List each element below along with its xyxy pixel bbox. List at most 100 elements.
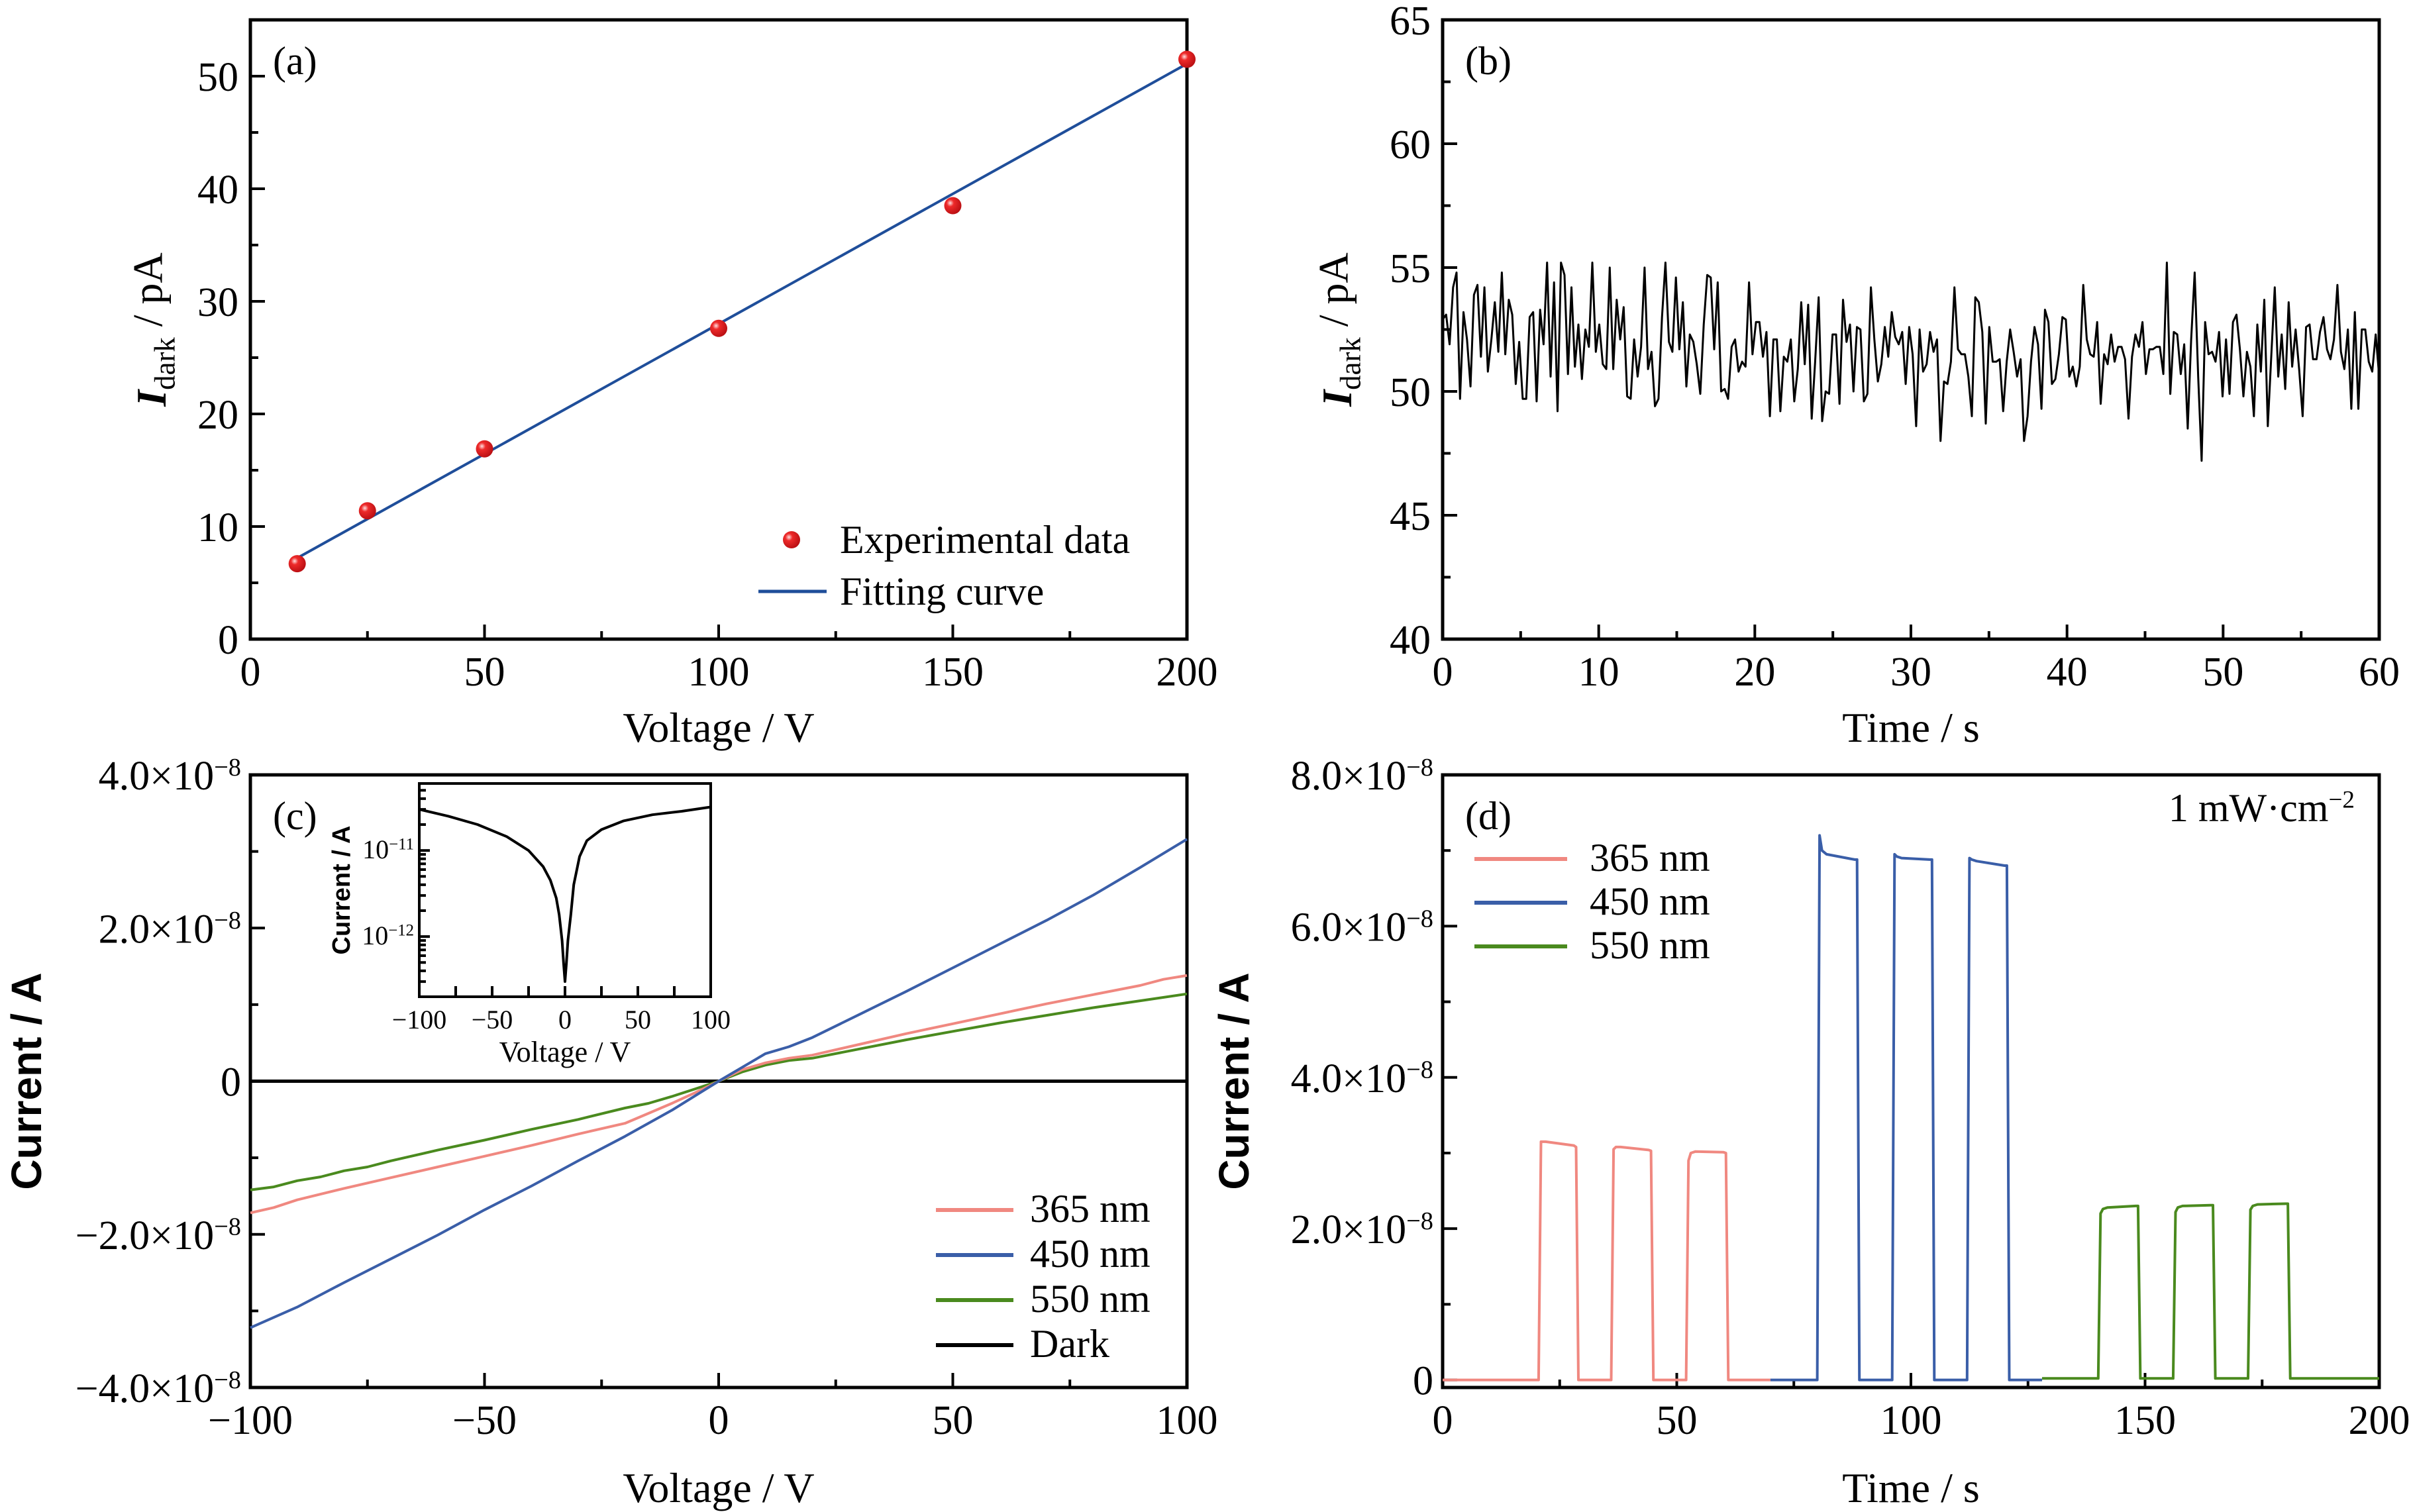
tick-exponent: −8 (214, 907, 241, 934)
inset-y-tick-label: 10−11 (362, 834, 414, 864)
panel-b-idark-vs-time: 0 10 20 30 40 50 60 40 45 50 55 60 65 Time / s Idark /… (1309, 0, 2400, 751)
fitting-curve-line (296, 62, 1188, 560)
legend-label: 365 nm (1590, 836, 1710, 880)
tick-mantissa: 6.0×10 (1291, 905, 1406, 950)
panel-label: (d) (1465, 794, 1512, 838)
tick-mantissa: 0 (1413, 1359, 1433, 1404)
x-tick-label: 150 (922, 650, 984, 695)
x-tick-label: 0 (1433, 650, 1453, 695)
tick-mantissa: 10 (362, 834, 389, 864)
x-tick-label: −50 (452, 1398, 517, 1443)
y-tick-label: 0 (221, 1060, 241, 1105)
y-tick-label: 4.0×10−8 (99, 754, 241, 799)
y-title-subscript: dark (1333, 337, 1366, 390)
tick-exponent: −8 (1406, 905, 1433, 932)
tick-mantissa: 2.0×10 (1291, 1207, 1406, 1252)
y-tick-label: −2.0×10−8 (76, 1213, 241, 1258)
photoresponse-550-nm (2042, 1202, 2379, 1380)
inset-x-tick-label: 100 (691, 1005, 731, 1034)
y-tick-label: 6.0×10−8 (1291, 905, 1433, 950)
x-tick-label: 50 (933, 1398, 974, 1443)
panel-c-iv-curves: −100 −50 0 50 100−4.0×10−8−2.0×10−802.0×10−8… (3, 754, 1218, 1511)
photoresponse-365-nm (1443, 1140, 1770, 1382)
x-tick-label: 10 (1578, 650, 1619, 695)
x-tick-label: 30 (1890, 650, 1931, 695)
y-tick-label: 8.0×10−8 (1291, 754, 1433, 799)
y-tick-label: 50 (1390, 370, 1431, 415)
panel-a-idark-vs-voltage: 0 50 100 150 200 0 10 20 30 40 50 Voltage / V Idark … (124, 18, 1218, 751)
tick-exponent: −2 (2328, 787, 2355, 814)
y-tick-label: 65 (1390, 0, 1431, 44)
y-tick-label: 40 (1390, 618, 1431, 663)
y-axis-title: Idark / pA (1309, 252, 1366, 407)
legend-label: 450 nm (1030, 1232, 1151, 1276)
experimental-data-point (358, 502, 376, 520)
photoresponse-450-nm (1770, 834, 2042, 1382)
legend-marker-experimental (783, 531, 800, 548)
tick-mantissa: 2.0×10 (99, 907, 214, 952)
y-tick-label: 30 (197, 280, 238, 325)
tick-exponent: −8 (214, 1213, 241, 1241)
dark-current-trace (1441, 262, 2381, 462)
experimental-data-point (944, 197, 962, 215)
y-tick-label: −4.0×10−8 (76, 1366, 241, 1411)
y-title-unit: / pA (124, 252, 171, 337)
inset-background (419, 783, 711, 997)
legend-label-experimental: Experimental data (840, 518, 1130, 562)
x-tick-label: 200 (2349, 1398, 2410, 1443)
y-axis-title: Current / A (1210, 972, 1258, 1189)
intensity-annotation: 1 mW·cm−2 (2169, 786, 2355, 830)
tick-exponent: −8 (214, 754, 241, 781)
tick-mantissa: 10 (362, 921, 388, 950)
x-tick-label: 200 (1156, 650, 1218, 695)
tick-exponent: −11 (389, 836, 414, 854)
x-tick-label: 100 (1156, 1398, 1218, 1443)
inset-y-axis-title: Current / A (328, 826, 356, 955)
y-tick-label: 50 (197, 55, 238, 100)
x-axis-title: Time / s (1842, 704, 1980, 751)
y-tick-label: 40 (197, 168, 238, 213)
x-axis-title: Voltage / V (623, 704, 814, 751)
x-tick-label: 50 (1657, 1398, 1698, 1443)
y-tick-label: 0 (1413, 1359, 1433, 1404)
y-tick-label: 10 (197, 505, 238, 550)
legend-label: 365 nm (1030, 1187, 1151, 1231)
tick-mantissa: 4.0×10 (1291, 1056, 1406, 1101)
x-tick-label: 0 (240, 650, 261, 695)
experimental-data-point (476, 440, 493, 458)
y-tick-label: 60 (1390, 123, 1431, 168)
plot-frame (248, 18, 1189, 641)
legend-label: Dark (1030, 1322, 1109, 1366)
x-tick-label: 100 (1880, 1398, 1942, 1443)
experimental-data-point (1178, 50, 1196, 68)
y-tick-label: 20 (197, 393, 238, 438)
y-tick-label: 0 (218, 618, 238, 663)
inset-x-tick-label: 0 (558, 1005, 572, 1034)
y-tick-label: 2.0×10−8 (99, 907, 241, 952)
legend-label: 550 nm (1590, 923, 1710, 967)
y-tick-label: 2.0×10−8 (1291, 1207, 1433, 1252)
x-tick-label: 0 (709, 1398, 729, 1443)
iv-curve-550-nm (250, 992, 1188, 1191)
legend-label: 550 nm (1030, 1277, 1151, 1321)
panel-label: (b) (1465, 39, 1512, 83)
y-axis-title: Current / A (3, 972, 50, 1189)
x-tick-label: 40 (2047, 650, 2088, 695)
y-title-subscript: dark (148, 337, 181, 390)
panel-d-photoresponse: 0 50 100 150 20002.0×10−84.0×10−86.0×10−88.0… (1210, 754, 2410, 1511)
x-axis-title: Time / s (1842, 1464, 1980, 1511)
tick-mantissa: −2.0×10 (76, 1213, 214, 1258)
experimental-data-point (710, 319, 727, 337)
tick-mantissa: 8.0×10 (1291, 754, 1406, 799)
tick-mantissa: −4.0×10 (76, 1366, 214, 1411)
y-axis-title: Idark / pA (124, 252, 181, 407)
legend-label: 450 nm (1590, 880, 1710, 923)
y-title-unit: / pA (1309, 252, 1357, 337)
inset-x-tick-label: 50 (625, 1005, 651, 1034)
inset-x-tick-label: −50 (472, 1005, 513, 1034)
inset-y-tick-label: 10−12 (362, 921, 414, 950)
inset-x-tick-label: −100 (392, 1005, 447, 1034)
x-tick-label: 150 (2114, 1398, 2176, 1443)
